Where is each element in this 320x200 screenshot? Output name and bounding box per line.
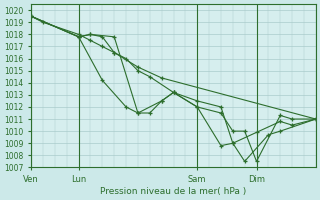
X-axis label: Pression niveau de la mer( hPa ): Pression niveau de la mer( hPa ): [100, 187, 247, 196]
